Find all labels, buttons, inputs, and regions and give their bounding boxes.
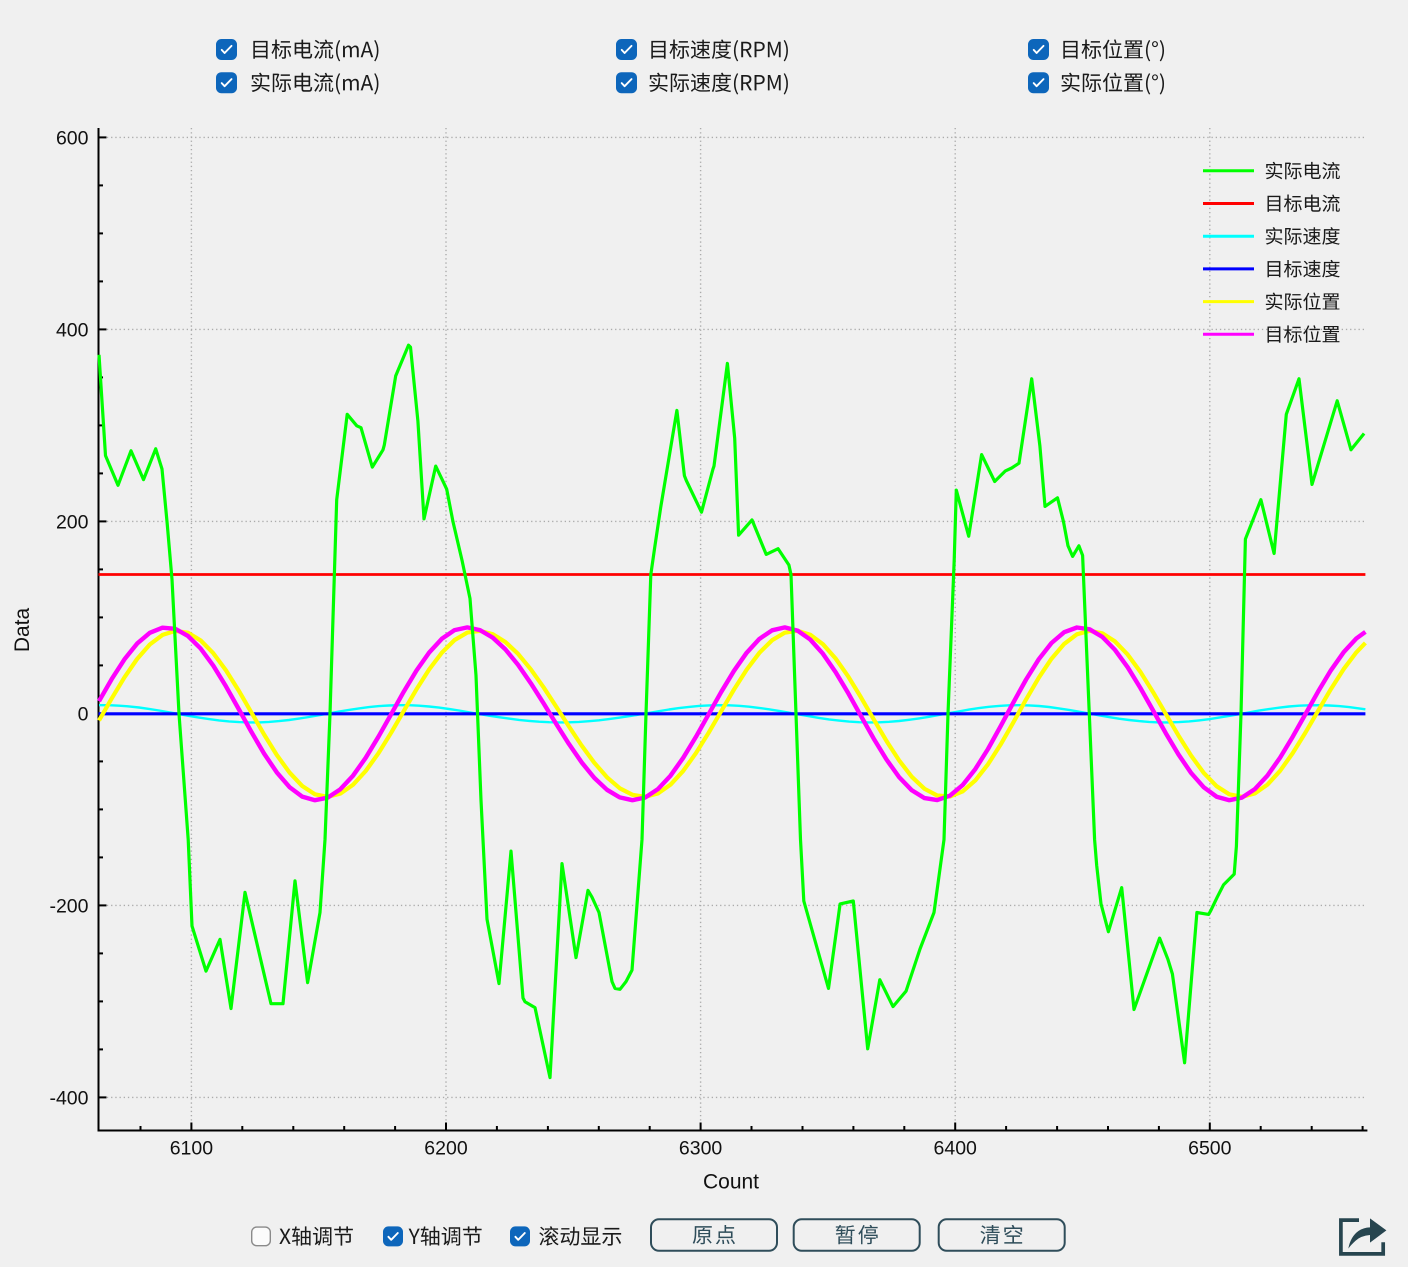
svg-text:6200: 6200 bbox=[424, 1138, 468, 1160]
svg-text:6100: 6100 bbox=[170, 1138, 214, 1160]
svg-text:6300: 6300 bbox=[679, 1138, 723, 1160]
svg-text:Data: Data bbox=[11, 608, 34, 653]
svg-text:400: 400 bbox=[56, 320, 89, 342]
svg-text:0: 0 bbox=[78, 704, 89, 726]
svg-text:200: 200 bbox=[56, 512, 89, 534]
svg-text:6400: 6400 bbox=[934, 1138, 978, 1160]
svg-text:-200: -200 bbox=[49, 896, 88, 918]
svg-text:Count: Count bbox=[703, 1171, 759, 1194]
svg-text:600: 600 bbox=[56, 128, 89, 150]
svg-text:-400: -400 bbox=[49, 1088, 88, 1110]
svg-text:6500: 6500 bbox=[1188, 1138, 1232, 1160]
